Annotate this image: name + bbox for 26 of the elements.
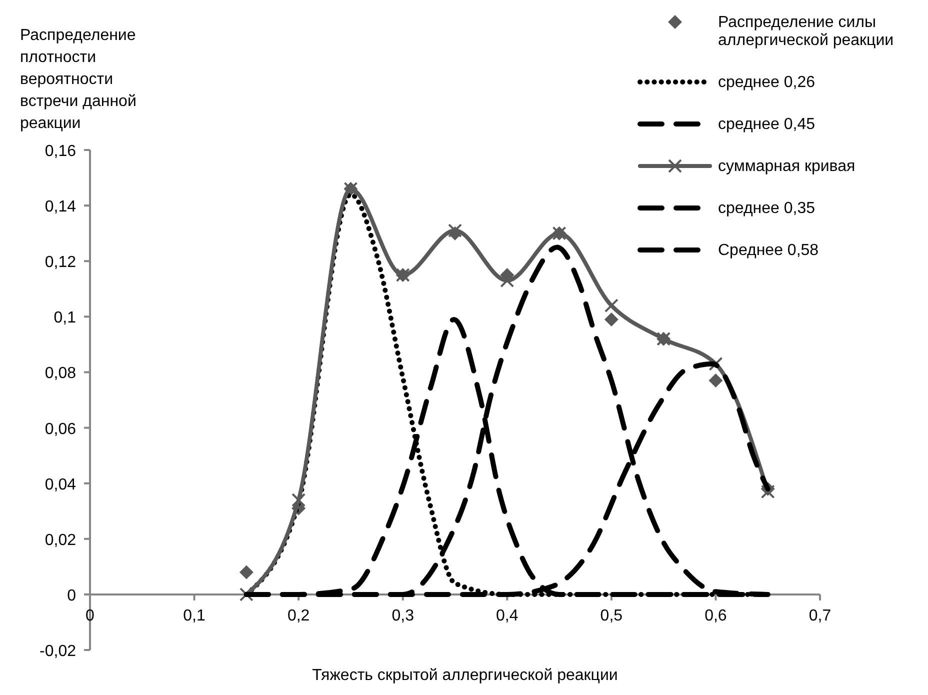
x-tick-label: 0,2 xyxy=(287,607,310,624)
y-tick-label: 0,16 xyxy=(44,143,76,160)
y-tick-label: 0,04 xyxy=(44,476,76,494)
legend-label: суммарная кривая xyxy=(718,158,856,175)
x-tick-label: 0,4 xyxy=(496,607,518,624)
legend-label: Распределение силы аллергической реакции xyxy=(718,14,894,49)
y-tick-label: -0,02 xyxy=(40,643,76,660)
y-axis-title: Распределение плотности вероятности встречи данной реакции xyxy=(20,27,136,132)
x-tick-label: 0,7 xyxy=(808,607,832,624)
y-tick-label: 0,02 xyxy=(44,532,76,549)
x-tick-label: 0,3 xyxy=(392,607,414,624)
y-tick-label: 0,14 xyxy=(44,198,76,216)
legend-label: среднее 0,26 xyxy=(718,74,816,91)
y-tick-label: 0,1 xyxy=(54,310,76,327)
legend-label: Среднее 0,58 xyxy=(718,242,819,259)
x-tick-label: 0 xyxy=(86,607,95,624)
y-tick-label: 0,12 xyxy=(44,254,76,272)
x-tick-label: 0,5 xyxy=(600,607,623,624)
x-tick-label: 0,6 xyxy=(704,607,727,624)
legend-label: среднее 0,35 xyxy=(718,200,816,217)
y-tick-label: 0,08 xyxy=(44,365,76,382)
y-tick-label: 0,06 xyxy=(44,420,76,438)
y-tick-label: 0 xyxy=(67,587,76,604)
x-tick-label: 0,1 xyxy=(183,607,206,624)
x-axis-title: Тяжесть скрытой аллергической реакции xyxy=(312,667,618,684)
legend-label: среднее 0,45 xyxy=(718,116,816,133)
